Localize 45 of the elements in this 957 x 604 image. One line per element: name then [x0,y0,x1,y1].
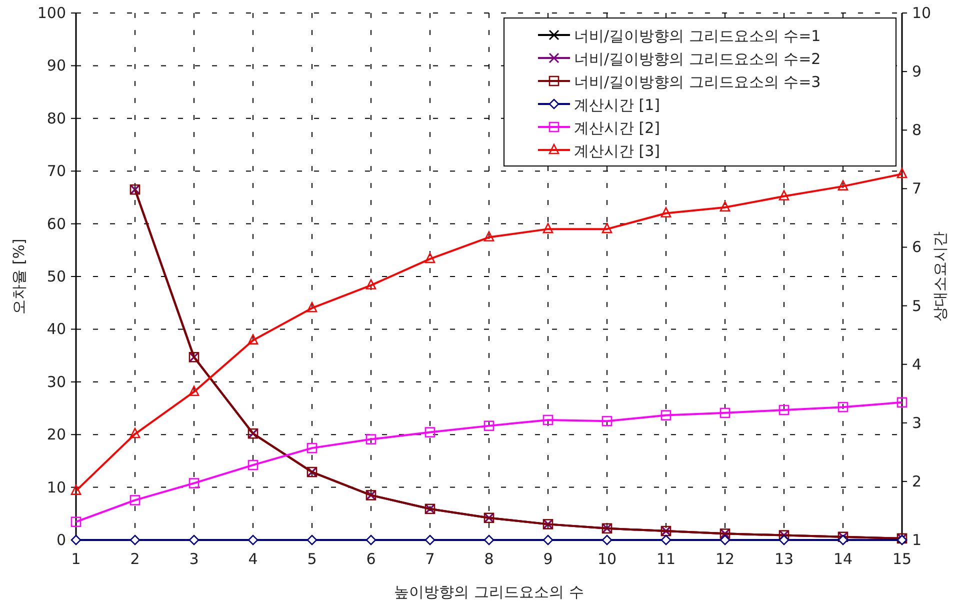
x-tick-label: 14 [833,550,853,568]
x-tick-label: 12 [715,550,735,568]
y2-tick-label: 4 [912,355,922,374]
y-tick-label: 90 [46,56,66,75]
y2-tick-label: 7 [912,180,922,198]
x-tick-label: 7 [425,550,435,568]
y-tick-label: 10 [46,478,66,496]
legend-label: 너비/길이방향의 그리드요소의 수=2 [574,50,821,68]
x-tick-label: 15 [892,550,912,568]
y2-tick-label: 8 [912,121,922,140]
legend-label: 계산시간 [3] [574,142,660,160]
x-tick-label: 11 [656,550,676,568]
y-tick-label: 80 [46,109,66,128]
x-tick-label: 8 [484,550,494,568]
y2-tick-label: 5 [912,296,922,315]
y-tick-label: 0 [56,531,66,549]
legend-label: 계산시간 [1] [574,96,660,114]
y-tick-label: 40 [46,320,66,338]
x-tick-label: 6 [366,550,376,568]
legend-label: 너비/길이방향의 그리드요소의 수=3 [574,73,821,91]
y2-tick-label: 9 [912,62,922,81]
legend-label: 너비/길이방향의 그리드요소의 수=1 [574,27,821,45]
x-tick-label: 4 [248,550,258,568]
y-tick-label: 70 [46,162,66,180]
x-tick-label: 10 [597,550,617,568]
y-tick-label: 100 [37,4,66,22]
x-tick-label: 3 [189,550,199,568]
y-tick-label: 60 [46,214,66,233]
y2-tick-label: 3 [912,414,922,432]
x-tick-label: 1 [71,550,81,568]
y-axis-title: 오차율 [%] [10,238,28,314]
y-tick-label: 50 [46,268,66,286]
y-tick-label: 30 [46,372,66,391]
y2-tick-label: 2 [912,472,922,490]
x-axis-title: 높이방향의 그리드요소의 수 [394,583,584,601]
x-tick-label: 2 [130,550,140,568]
x-tick-label: 13 [774,550,794,568]
y2-axis-title: 상대소요시간 [931,232,949,322]
y-tick-label: 20 [46,426,66,444]
y2-tick-label: 6 [912,238,922,256]
x-tick-label: 5 [307,550,317,568]
y2-tick-label: 10 [912,4,932,22]
legend-label: 계산시간 [2] [574,119,660,137]
y2-tick-label: 1 [912,531,922,549]
x-tick-label: 9 [543,550,553,568]
